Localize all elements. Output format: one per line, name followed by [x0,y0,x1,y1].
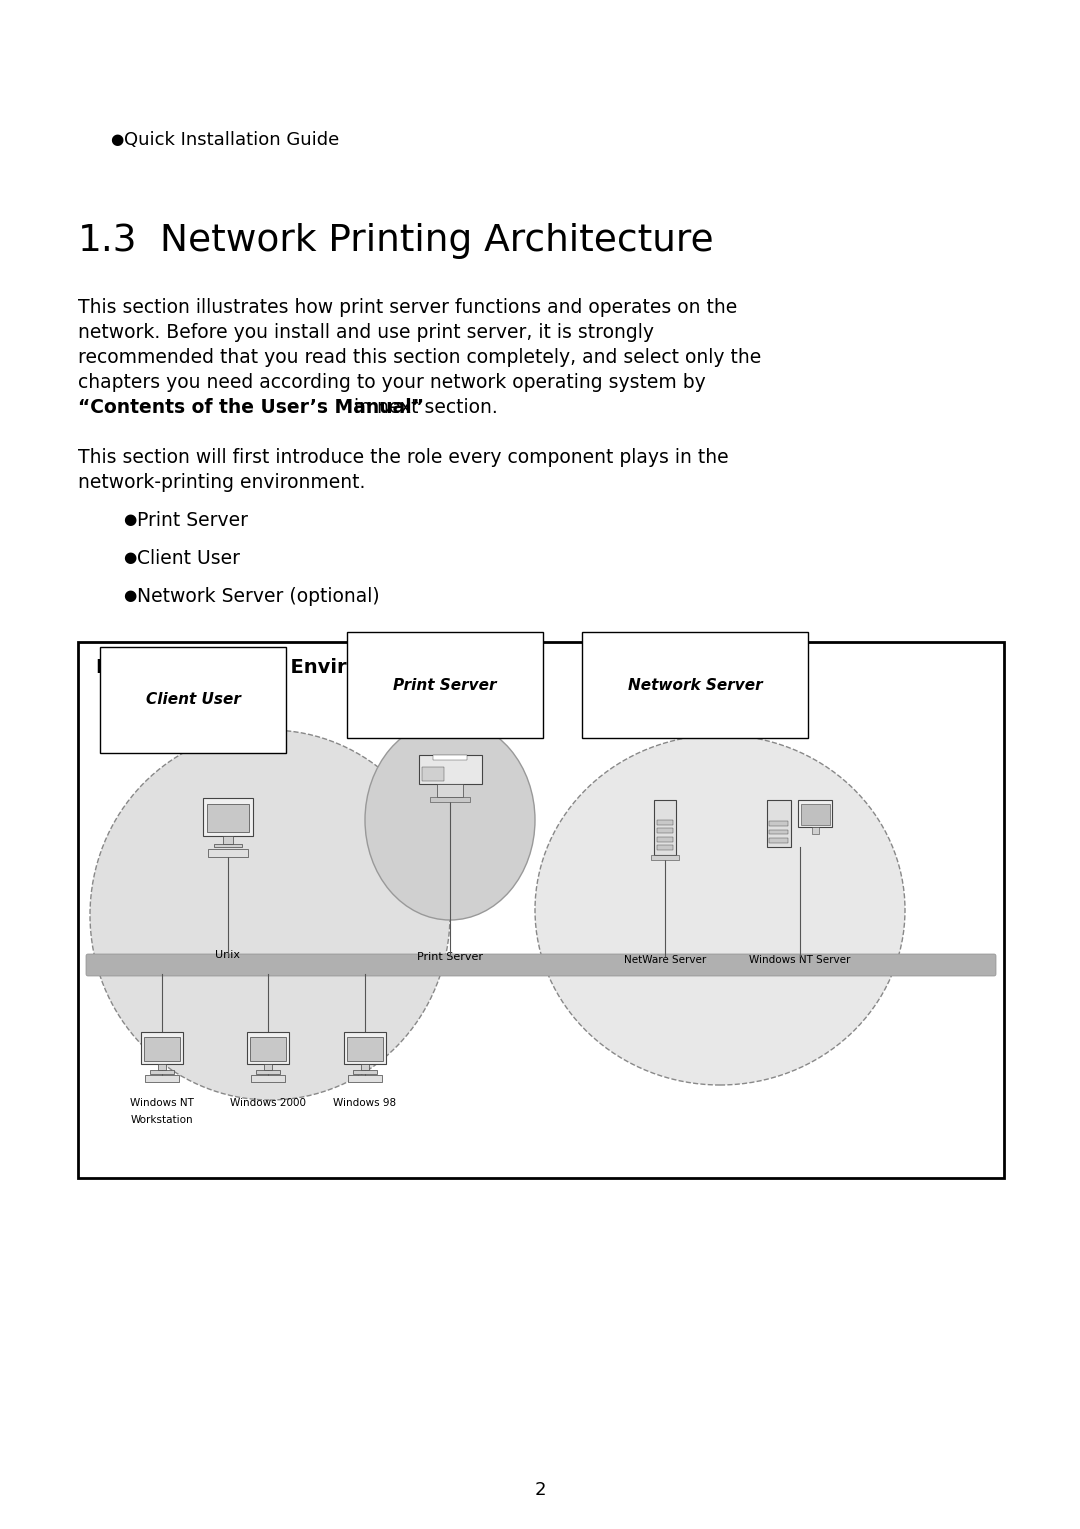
FancyBboxPatch shape [247,1032,288,1064]
FancyBboxPatch shape [419,755,482,784]
Text: Client User: Client User [146,693,241,708]
FancyBboxPatch shape [658,846,673,850]
Text: recommended that you read this section completely, and select only the: recommended that you read this section c… [78,349,761,367]
Text: Network Server (optional): Network Server (optional) [137,587,380,605]
Text: Unix: Unix [216,950,241,960]
FancyBboxPatch shape [798,800,833,827]
FancyBboxPatch shape [361,1064,369,1070]
FancyBboxPatch shape [348,1037,382,1061]
Text: NetWare Server: NetWare Server [624,956,706,965]
FancyBboxPatch shape [264,1064,272,1070]
FancyBboxPatch shape [422,766,444,781]
FancyBboxPatch shape [769,830,788,833]
FancyBboxPatch shape [150,1070,174,1073]
FancyBboxPatch shape [812,827,819,833]
Text: ●: ● [123,589,136,604]
FancyBboxPatch shape [433,755,468,760]
FancyBboxPatch shape [658,829,673,833]
Text: Windows NT Server: Windows NT Server [750,956,851,965]
FancyBboxPatch shape [145,1037,179,1061]
Text: network-printing environment.: network-printing environment. [78,472,365,492]
FancyBboxPatch shape [769,821,788,826]
FancyBboxPatch shape [437,784,462,797]
Text: ●: ● [123,512,136,528]
Text: ●: ● [110,133,123,147]
FancyBboxPatch shape [430,797,470,801]
FancyBboxPatch shape [252,1075,285,1081]
Text: Print Server: Print Server [393,677,497,693]
Text: 1.3: 1.3 [78,223,137,258]
FancyBboxPatch shape [207,804,248,832]
FancyBboxPatch shape [767,800,791,847]
Text: Print Server: Print Server [137,511,248,529]
FancyBboxPatch shape [141,1032,183,1064]
FancyBboxPatch shape [214,844,242,847]
Ellipse shape [365,720,535,920]
FancyBboxPatch shape [203,798,253,836]
FancyBboxPatch shape [654,800,676,855]
FancyBboxPatch shape [208,849,248,856]
Text: Windows 98: Windows 98 [334,1098,396,1109]
Text: 2: 2 [535,1482,545,1498]
Ellipse shape [90,729,450,1099]
FancyBboxPatch shape [158,1064,166,1070]
Text: Network Server: Network Server [627,677,762,693]
Text: Client User: Client User [137,549,240,567]
FancyBboxPatch shape [251,1037,285,1061]
FancyBboxPatch shape [145,1075,179,1081]
FancyBboxPatch shape [651,855,678,861]
FancyBboxPatch shape [78,642,1004,1177]
Text: ●: ● [123,550,136,566]
FancyBboxPatch shape [224,836,233,844]
Text: This section will first introduce the role every component plays in the: This section will first introduce the ro… [78,448,729,466]
Text: network. Before you install and use print server, it is strongly: network. Before you install and use prin… [78,323,654,342]
FancyBboxPatch shape [86,954,996,976]
FancyBboxPatch shape [256,1070,280,1073]
Text: Windows NT: Windows NT [130,1098,194,1109]
FancyBboxPatch shape [658,820,673,824]
FancyBboxPatch shape [769,838,788,842]
Text: chapters you need according to your network operating system by: chapters you need according to your netw… [78,373,705,391]
Text: “Contents of the User’s Manual”: “Contents of the User’s Manual” [78,398,424,417]
FancyBboxPatch shape [353,1070,377,1073]
Text: Workstation: Workstation [131,1115,193,1125]
Ellipse shape [535,735,905,1086]
Text: in next section.: in next section. [348,398,498,417]
Text: This section illustrates how print server functions and operates on the: This section illustrates how print serve… [78,298,738,317]
Text: Quick Installation Guide: Quick Installation Guide [124,131,339,148]
FancyBboxPatch shape [801,804,829,824]
Text: Network Printing Environment: Network Printing Environment [96,657,431,677]
FancyBboxPatch shape [345,1032,386,1064]
Text: Print Server: Print Server [417,953,483,962]
FancyBboxPatch shape [658,836,673,841]
Text: Network Printing Architecture: Network Printing Architecture [160,223,714,258]
FancyBboxPatch shape [348,1075,382,1081]
Text: Windows 2000: Windows 2000 [230,1098,306,1109]
